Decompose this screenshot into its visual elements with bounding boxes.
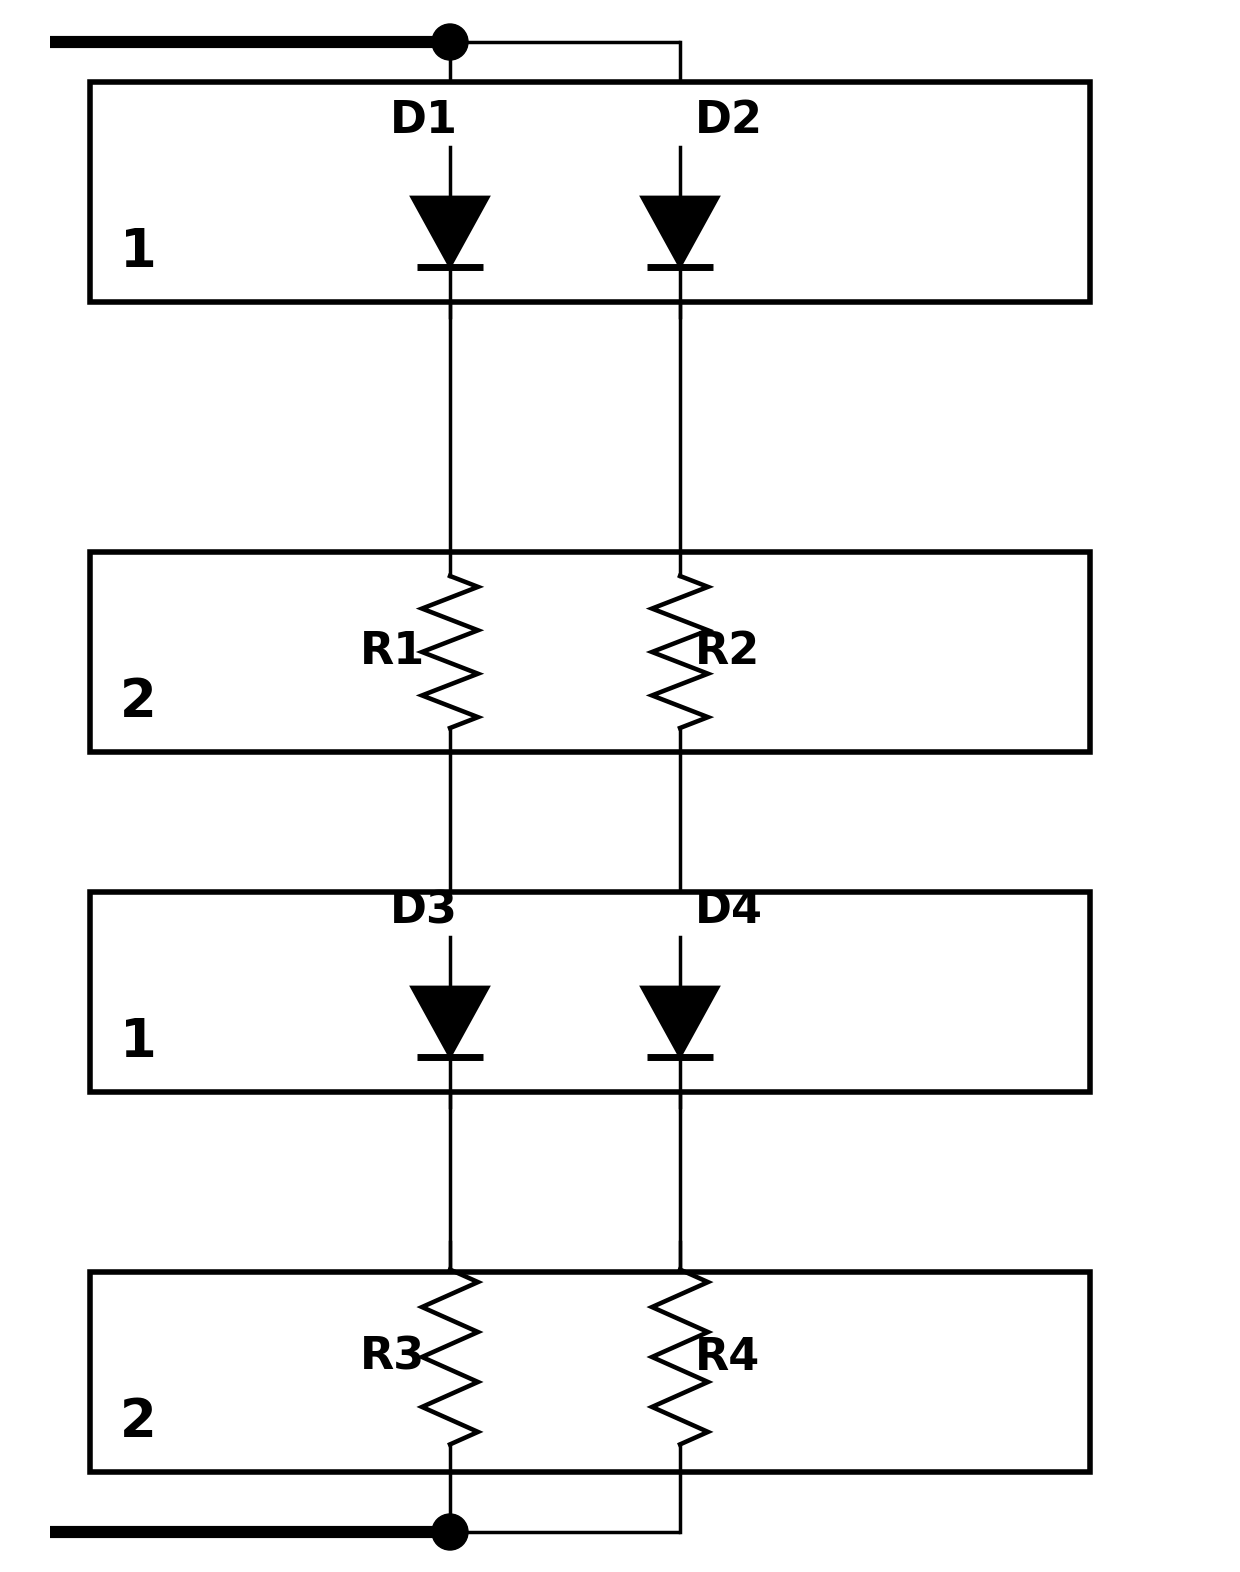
Text: 1: 1 [120,226,156,278]
Circle shape [432,1514,467,1550]
Text: R4: R4 [694,1336,760,1379]
Polygon shape [641,987,718,1056]
Bar [91,552,1090,751]
Bar [91,82,1090,302]
Text: 2: 2 [120,676,156,728]
Text: R3: R3 [360,1336,425,1379]
Polygon shape [641,196,718,267]
Text: D3: D3 [391,890,458,932]
Bar [91,1272,1090,1471]
Polygon shape [412,987,489,1056]
Bar [91,891,1090,1093]
Circle shape [432,24,467,60]
Polygon shape [412,196,489,267]
Text: 2: 2 [120,1396,156,1448]
Text: D4: D4 [694,890,763,932]
Text: R2: R2 [694,630,760,673]
Text: D2: D2 [694,99,763,141]
Text: D1: D1 [391,99,458,141]
Text: 1: 1 [120,1016,156,1067]
Text: R1: R1 [360,630,425,673]
